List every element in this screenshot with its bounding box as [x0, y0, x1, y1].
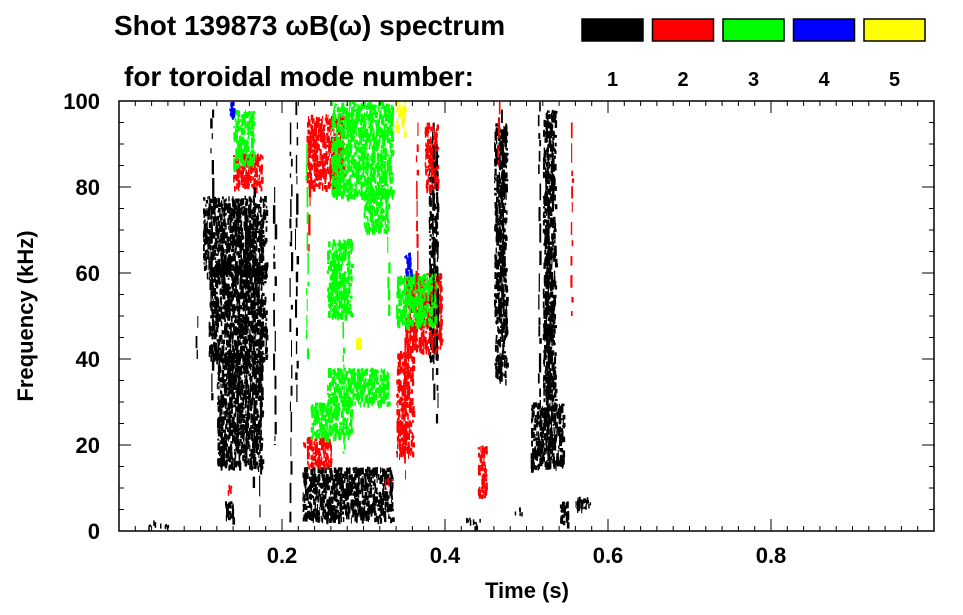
mode-2-speck: [227, 484, 233, 496]
mode-1-speck: [148, 520, 157, 532]
mode-1-streak: [195, 316, 199, 359]
mode-1-streak: [289, 122, 294, 523]
mode-1-streak: [431, 122, 436, 401]
legend-swatch-mode-5: [863, 18, 926, 42]
mode-5-region: [355, 337, 362, 350]
mode-1-region: [216, 350, 265, 472]
mode-5-region: [396, 102, 407, 138]
y-tick-label: 0: [88, 519, 100, 544]
legend-label-mode-1: 1: [607, 69, 618, 91]
legend-swatch-mode-2: [651, 18, 715, 42]
mode-1-streak: [210, 109, 215, 401]
mode-2-region: [477, 445, 488, 499]
chart-title-line1: Shot 139873 ωB(ω) spectrum: [114, 10, 505, 41]
mode-1-speck: [514, 507, 523, 517]
mode-1-streak: [545, 122, 551, 467]
mode-3-region: [310, 402, 354, 443]
legend-label-mode-5: 5: [889, 69, 900, 91]
mode-2-streak: [497, 102, 501, 166]
mode-3-streak: [305, 144, 310, 359]
x-tick-label: 0.2: [267, 543, 298, 568]
axis-ticks: 0.2 0.4 0.6 0.8 0 20 40 60 80 100: [63, 89, 934, 568]
mode-1-region: [225, 501, 236, 525]
y-tick-label: 80: [76, 175, 100, 200]
legend-swatch-mode-4: [792, 18, 856, 42]
y-tick-label: 60: [76, 261, 100, 286]
mode-2-streak: [415, 122, 419, 290]
mode-3-region: [396, 273, 440, 330]
spectrum-data: [148, 102, 592, 532]
legend-label-mode-3: 3: [748, 69, 759, 91]
mode-1-region: [494, 123, 509, 386]
mode-3-region: [330, 102, 395, 202]
mode-1-region: [302, 466, 395, 525]
mode-3-region: [233, 109, 256, 172]
mode-4-region: [229, 102, 236, 120]
legend: 1 2 3 4 5: [581, 18, 926, 91]
mode-1-region: [575, 496, 587, 514]
mode-2-speck: [303, 442, 312, 452]
mode-1-streak: [295, 102, 300, 402]
mode-1-streak: [501, 109, 505, 359]
mode-1-streak: [258, 230, 263, 518]
legend-swatch-mode-1: [581, 18, 644, 42]
mode-1-streak: [252, 187, 257, 488]
mode-3-streak: [387, 208, 391, 316]
mode-3-streak: [342, 273, 346, 454]
y-tick-label: 20: [76, 433, 100, 458]
legend-label-mode-4: 4: [818, 69, 830, 91]
mode-1-streak: [550, 144, 555, 445]
mode-1-speck: [473, 518, 481, 532]
x-tick-label: 0.4: [430, 543, 461, 568]
mode-2-streak: [308, 122, 312, 252]
y-axis-label: Frequency (kHz): [13, 230, 38, 401]
mode-1-streak: [244, 208, 249, 437]
mode-3-region: [327, 367, 391, 409]
mode-2-speck: [384, 477, 394, 489]
legend-label-mode-2: 2: [677, 69, 688, 91]
mode-4-region: [404, 252, 413, 277]
chart-title-line2: for toroidal mode number:: [124, 61, 474, 92]
mode-1-streak: [236, 273, 240, 454]
mode-2-streak: [403, 337, 407, 480]
mode-1-streak: [435, 144, 440, 424]
mode-1-streak: [537, 102, 542, 467]
y-tick-label: 40: [76, 347, 100, 372]
x-axis-label: Time (s): [485, 578, 569, 603]
mode-1-streak: [272, 187, 278, 445]
mode-3-region: [326, 238, 354, 321]
mode-1-speck: [466, 517, 475, 526]
mode-2-streak: [570, 122, 575, 316]
mode-1-region: [559, 501, 570, 529]
x-tick-label: 0.6: [593, 543, 624, 568]
x-tick-label: 0.8: [756, 543, 787, 568]
legend-swatch-mode-3: [722, 18, 785, 42]
mode-1-region: [542, 109, 558, 406]
mode-3-region: [363, 187, 391, 236]
mode-1-speck: [585, 497, 592, 510]
y-tick-label: 100: [63, 89, 100, 114]
